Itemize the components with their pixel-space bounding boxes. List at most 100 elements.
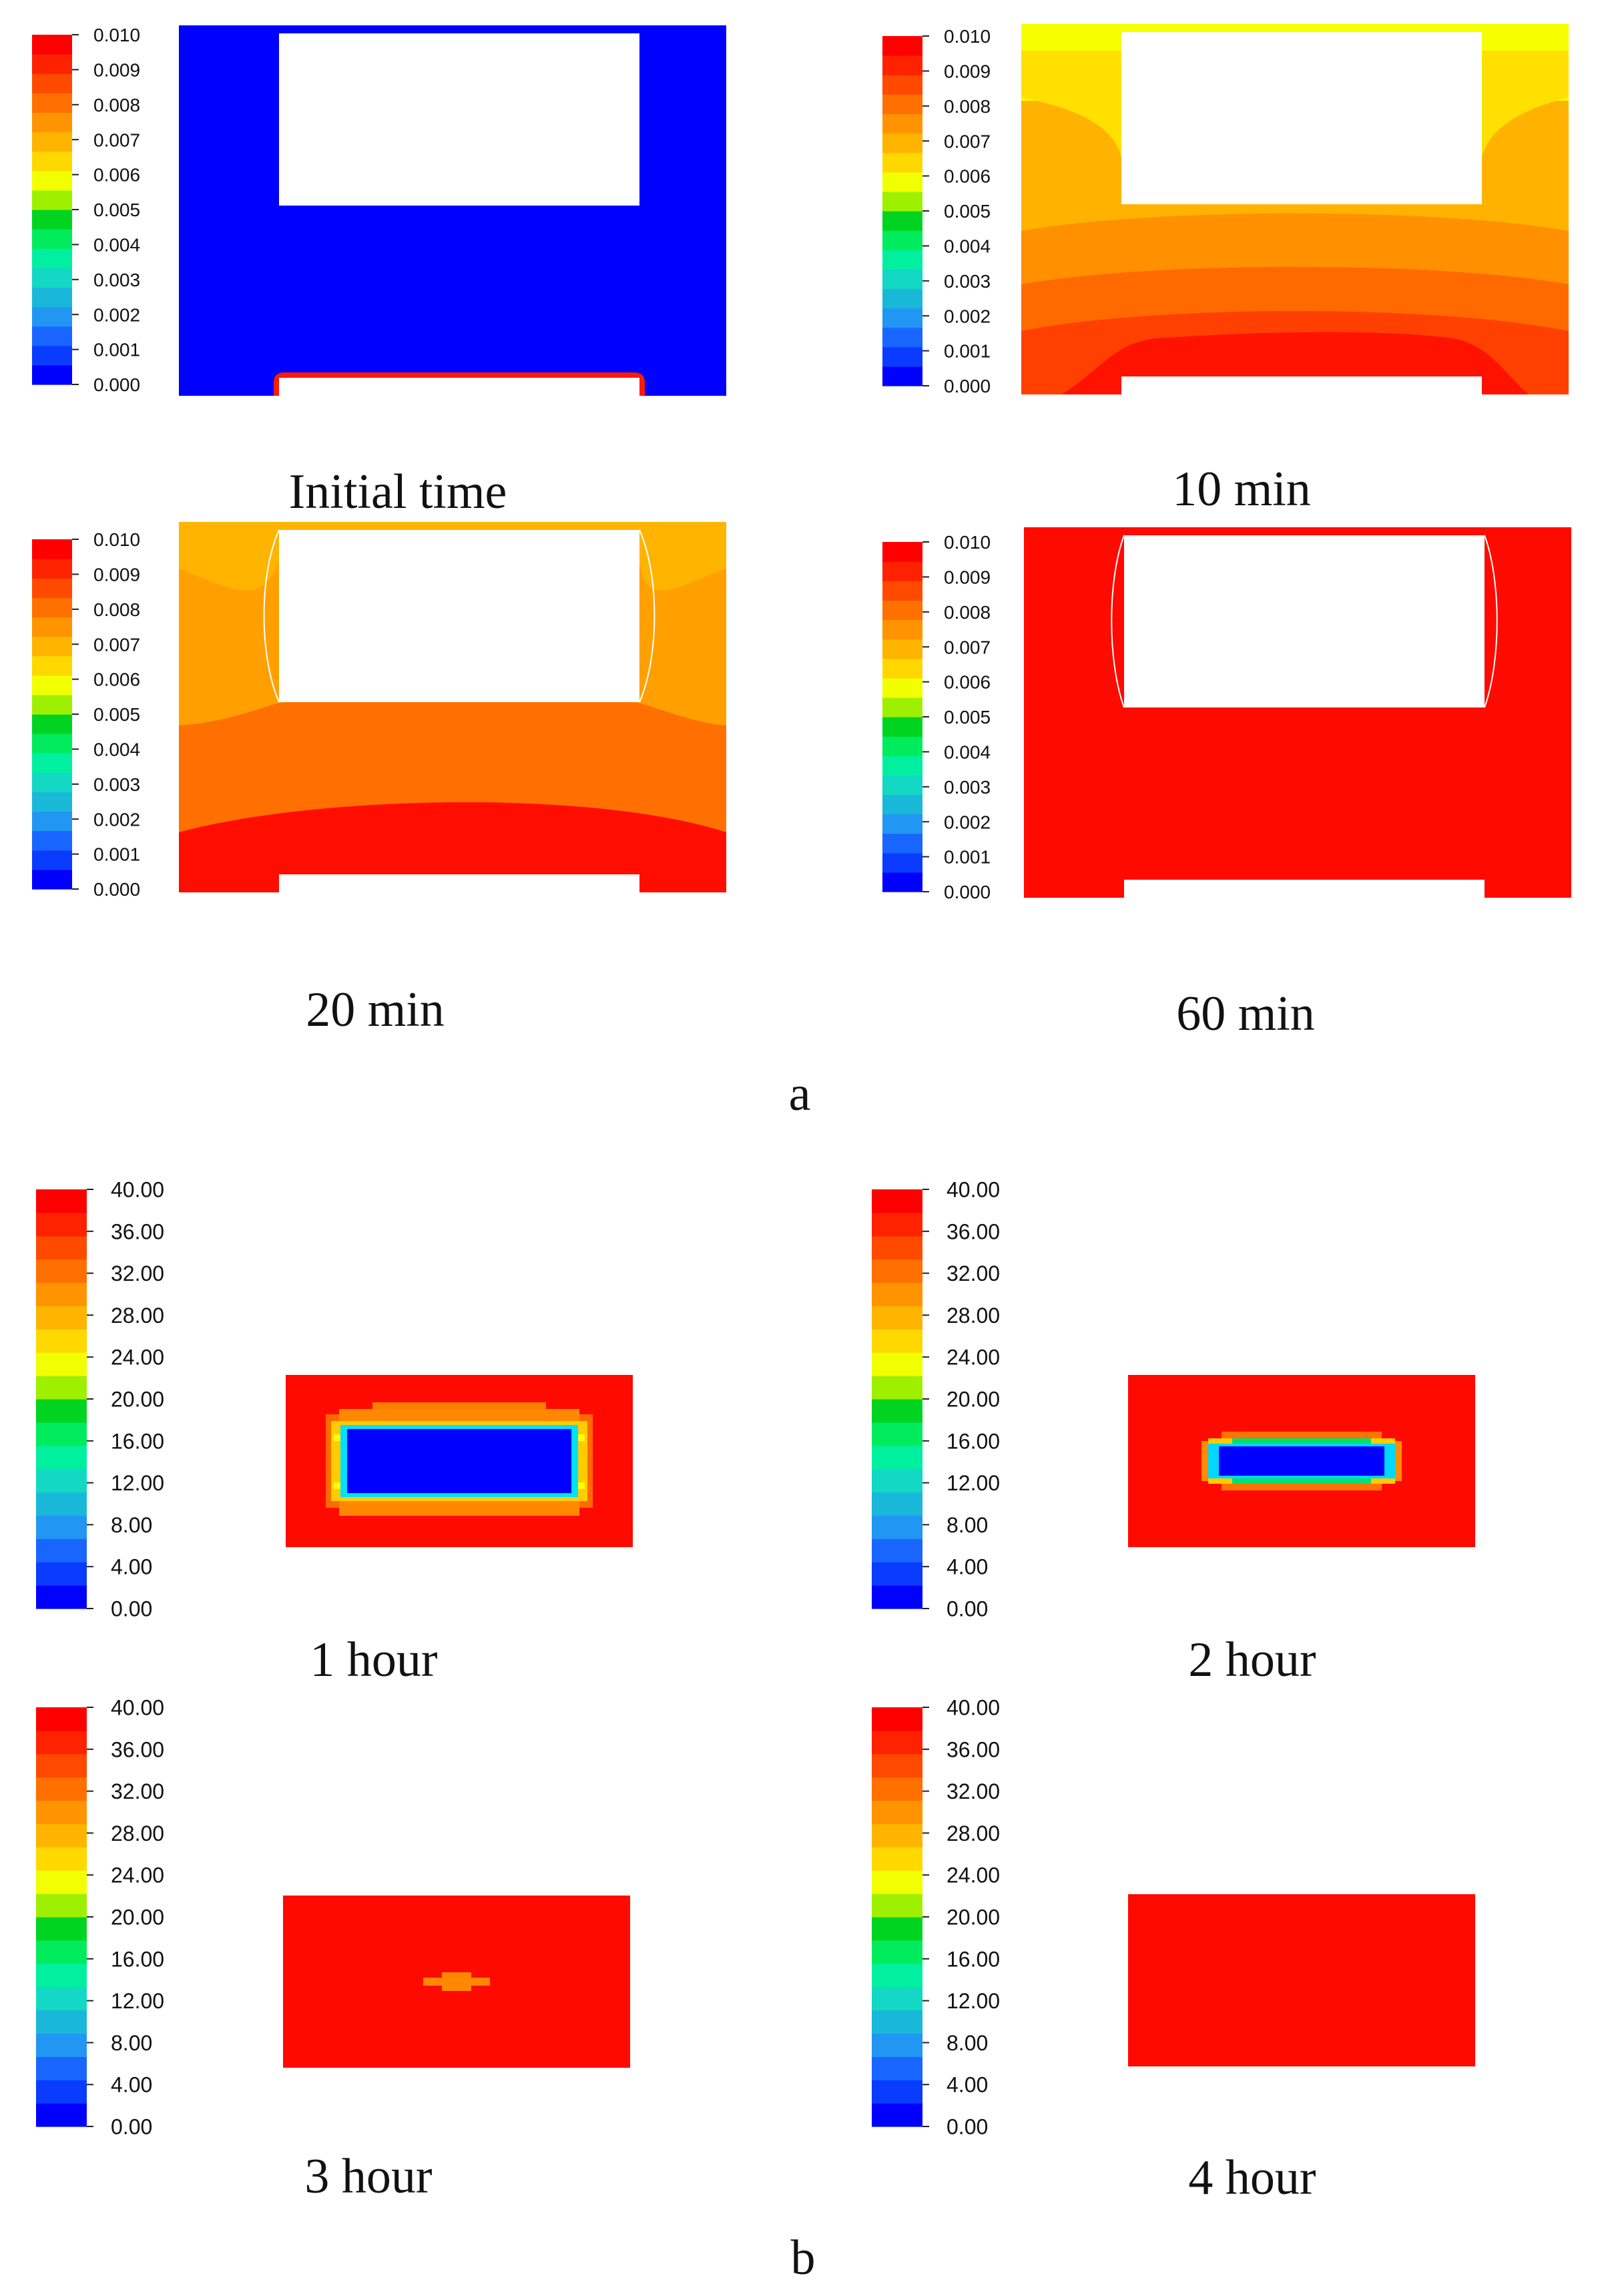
panel-60-min: [1024, 527, 1571, 900]
colorbar-swatch: [36, 1468, 87, 1493]
colorbar-swatch: [872, 1562, 922, 1586]
colorbar-tick-label: 4.00: [947, 1555, 988, 1579]
colorbar-swatch: [872, 1847, 922, 1871]
colorbar-tick-label: 0.002: [93, 304, 140, 325]
colorbar-swatch: [872, 2056, 922, 2080]
colorbar-a1: 0.010 0.009 0.008 0.007 0.006 0.005 0.004 0.003…: [32, 25, 140, 395]
colorbar-swatch: [882, 619, 922, 640]
colorbar-tick-label: 20.00: [947, 1388, 1000, 1412]
colorbar-swatch: [32, 617, 72, 637]
colorbar-swatch: [32, 559, 72, 579]
colorbar-swatch: [882, 250, 922, 270]
colorbar-swatch: [882, 269, 922, 290]
caption-20-min: 20 min: [306, 982, 445, 1037]
colorbar-swatch: [882, 346, 922, 367]
colorbar-tick-label: 0.009: [944, 61, 991, 81]
colorbar-tick-label: 0.007: [93, 634, 140, 655]
colorbar-tick-label: 0.000: [944, 882, 991, 902]
colorbar-b3: 40.00 36.00 32.00 28.00 24.00 20.00 16.00 12.00…: [36, 1696, 164, 2139]
colorbar-tick-label: 0.008: [944, 96, 991, 117]
colorbar-swatch: [36, 1823, 87, 1847]
colorbar-tick-label: 0.000: [93, 879, 140, 900]
colorbar-swatch: [872, 1468, 922, 1493]
part-a-label: a: [788, 1067, 811, 1121]
colorbar-swatch: [872, 1212, 922, 1237]
lower-opening: [1121, 376, 1482, 396]
colorbar-tick-label: 0.010: [944, 532, 991, 553]
colorbar-tick-label: 0.00: [947, 1597, 988, 1621]
colorbar-swatch: [882, 833, 922, 854]
colorbar-tick-label: 40.00: [947, 1178, 1000, 1202]
colorbar-tick-label: 0.000: [944, 376, 991, 396]
colorbar-swatch: [872, 1422, 922, 1446]
lower-opening: [279, 378, 639, 398]
caption-2-hour: 2 hour: [1188, 1633, 1316, 1687]
colorbar-tick-label: 28.00: [111, 1821, 164, 1845]
colorbar-swatch: [36, 1585, 87, 1609]
colorbar-swatch: [872, 1585, 922, 1609]
colorbar-tick-label: 8.00: [947, 1513, 988, 1537]
colorbar-tick-label: 0.007: [93, 129, 140, 150]
colorbar-swatch: [32, 248, 72, 268]
colorbar-tick-label: 4.00: [111, 2073, 152, 2097]
colorbar-b4: 40.00 36.00 32.00 28.00 24.00 20.00 16.00 12.00…: [872, 1696, 1000, 2139]
colorbar-tick-label: 0.007: [944, 637, 991, 657]
colorbar-tick-label: 0.008: [944, 602, 991, 623]
colorbar-tick-label: 0.009: [93, 564, 140, 585]
colorbar-swatch: [882, 658, 922, 679]
colorbar-a3: 0.010 0.009 0.008 0.007 0.006 0.005 0.004 0.003…: [32, 529, 140, 900]
colorbar-swatch: [32, 655, 72, 676]
colorbar-swatch: [882, 113, 922, 134]
colorbar-tick-label: 0.00: [111, 2115, 152, 2139]
colorbar-swatch: [32, 830, 72, 851]
colorbar-swatch: [36, 2056, 87, 2080]
caption-initial-time: Initial time: [288, 465, 507, 519]
colorbar-swatch: [36, 1329, 87, 1353]
colorbar-swatch: [36, 1282, 87, 1307]
colorbar-swatch: [872, 1376, 922, 1400]
colorbar-tick-label: 36.00: [111, 1219, 164, 1243]
colorbar-swatch: [882, 75, 922, 95]
colorbar-tick-label: 40.00: [111, 1178, 164, 1202]
colorbar-swatch: [882, 794, 922, 815]
colorbar-swatch: [882, 872, 922, 892]
panel-4-hour: [1128, 1894, 1475, 2066]
colorbar-swatch: [36, 1212, 87, 1237]
colorbar-swatch: [882, 211, 922, 231]
colorbar-tick-label: 8.00: [111, 2031, 152, 2055]
colorbar-tick-label: 0.005: [93, 200, 140, 220]
colorbar-tick-label: 0.005: [944, 201, 991, 222]
colorbar-swatch: [32, 753, 72, 773]
colorbar-swatch: [36, 1538, 87, 1562]
core: [347, 1429, 571, 1493]
colorbar-swatch: [872, 2010, 922, 2034]
colorbar-swatch: [882, 172, 922, 192]
caption-60-min: 60 min: [1176, 986, 1315, 1041]
colorbar-swatch: [32, 35, 72, 55]
colorbar-swatch: [882, 775, 922, 796]
colorbar-tick-label: 20.00: [947, 1906, 1000, 1930]
colorbar-swatch: [872, 1707, 922, 1731]
colorbar-swatch: [872, 1538, 922, 1562]
colorbar-tick-label: 28.00: [947, 1821, 1000, 1845]
colorbar-tick-label: 20.00: [111, 1388, 164, 1412]
colorbar-tick-label: 0.001: [944, 847, 991, 868]
colorbar-swatch: [882, 677, 922, 698]
colorbar-tick-label: 36.00: [947, 1219, 1000, 1243]
colorbar-tick-label: 8.00: [947, 2031, 988, 2055]
colorbar-swatch: [872, 1329, 922, 1353]
colorbar-swatch: [882, 191, 922, 212]
colorbar-swatch: [32, 714, 72, 734]
colorbar-swatch: [872, 1730, 922, 1755]
colorbar-swatch: [882, 36, 922, 56]
colorbar-swatch: [32, 597, 72, 618]
caption-1-hour: 1 hour: [310, 1633, 438, 1687]
panel-10-min: [1021, 24, 1569, 396]
colorbar-swatch: [32, 850, 72, 870]
colorbar-swatch: [872, 1753, 922, 1778]
colorbar-tick-label: 0.005: [93, 704, 140, 725]
colorbar-tick-label: 0.004: [93, 234, 140, 255]
colorbar-swatch: [36, 1422, 87, 1446]
colorbar-tick-label: 12.00: [111, 1471, 164, 1495]
colorbar-swatch: [32, 345, 72, 366]
